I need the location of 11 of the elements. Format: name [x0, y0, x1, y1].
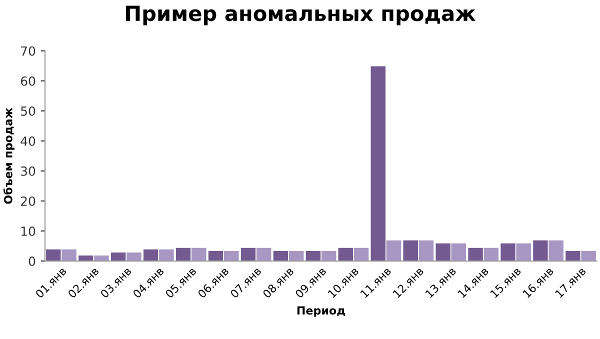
- y-tick-label: 60: [20, 76, 36, 86]
- y-tick-label: 10: [21, 226, 36, 236]
- x-axis-title: Период: [297, 306, 345, 317]
- y-tick-label: 20: [20, 196, 36, 206]
- y-tick-label: 30: [21, 166, 36, 176]
- chart-title: Пример аномальных продаж: [126, 6, 476, 26]
- y-axis-title: Объем продаж: [3, 108, 15, 204]
- y-tick-label: 70: [21, 46, 36, 56]
- y-tick-label: 40: [20, 136, 36, 146]
- y-tick-label: 0: [28, 256, 36, 266]
- y-tick-label: 50: [21, 106, 36, 116]
